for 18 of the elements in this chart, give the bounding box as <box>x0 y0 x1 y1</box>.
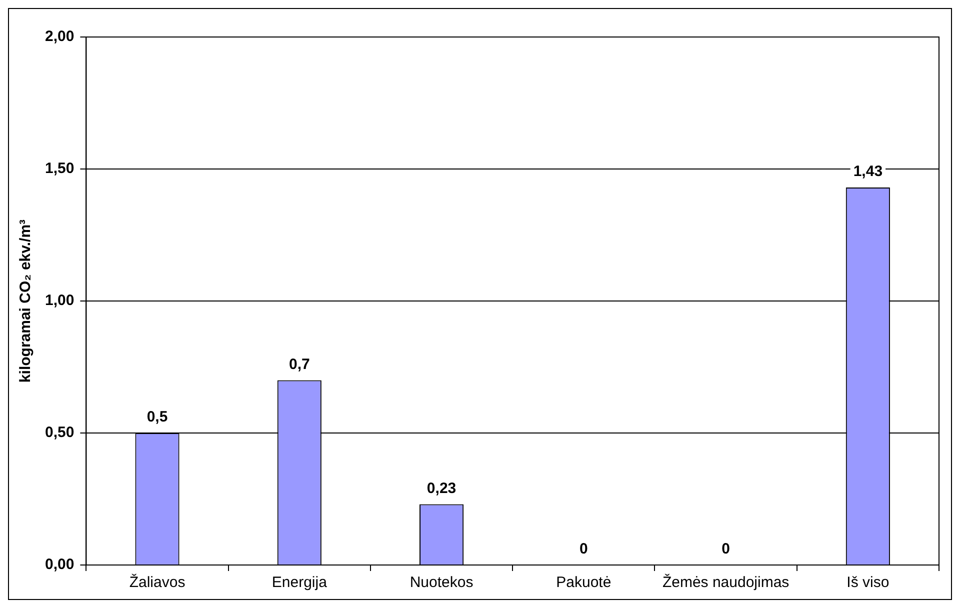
y-tick-label: 2,00 <box>44 28 74 46</box>
y-tick-label: 1,00 <box>44 292 74 310</box>
x-tick-label: Energija <box>272 574 328 592</box>
x-tick-label: Pakuotė <box>556 574 612 592</box>
y-tick-label: 0,00 <box>44 556 74 574</box>
y-tick-label: 1,50 <box>44 160 74 178</box>
y-axis-title: kilogramai CO₂ ekv./m³ <box>17 219 34 383</box>
x-tick-label: Nuotekos <box>410 574 474 592</box>
data-label: 1,43 <box>853 163 883 180</box>
data-label: 0,7 <box>288 356 310 373</box>
x-tick-label: Žemės naudojimas <box>662 573 790 592</box>
data-label: 0 <box>722 540 730 558</box>
data-label: 0,23 <box>426 480 456 497</box>
data-label: 0,5 <box>146 408 168 426</box>
x-tick-label: Iš viso <box>846 574 890 592</box>
y-tick-label: 0,50 <box>44 424 74 442</box>
data-label: 0 <box>579 540 588 558</box>
x-tick-label: Žaliavos <box>129 573 186 592</box>
